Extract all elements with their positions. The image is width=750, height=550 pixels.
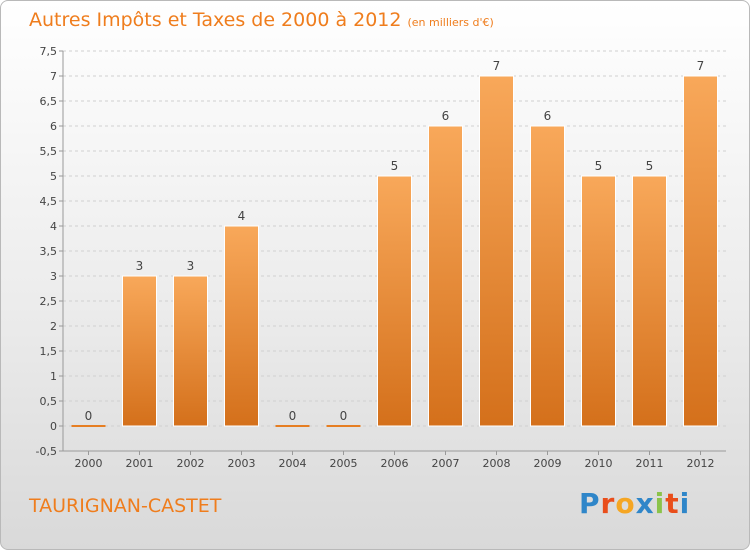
y-tick-label: 1: [50, 370, 57, 383]
chart-title: Autres Impôts et Taxes de 2000 à 2012 (en…: [29, 9, 494, 31]
y-tick-label: 2: [50, 320, 57, 333]
bar: [530, 125, 565, 427]
y-tick-label: 0,5: [40, 395, 58, 408]
y-tick-label: 6: [50, 120, 57, 133]
labels: -0,5 0 0,5 1 1,5 2 2,5 3 3,5 4 4,5 5 5,5 6 6,5 7 7,5 0 200…: [36, 45, 715, 470]
y-tick-label: -0,5: [36, 445, 57, 458]
logo-letter: P: [579, 487, 601, 520]
data-label: 7: [697, 59, 705, 73]
y-tick-label: 3: [50, 270, 57, 283]
y-tick-label: 7: [50, 70, 57, 83]
y-tick-label: 0: [50, 420, 57, 433]
axes: [59, 50, 726, 455]
bar: [428, 125, 463, 427]
y-tick-label: 7,5: [40, 45, 58, 58]
data-label: 6: [544, 109, 552, 123]
x-tick-label: 2006: [381, 457, 409, 470]
logo-letter: r: [600, 487, 616, 520]
data-label: 3: [187, 259, 195, 273]
data-label: 0: [340, 409, 348, 423]
bar: [479, 75, 514, 427]
bar: [632, 175, 667, 427]
x-tick-label: 2005: [330, 457, 358, 470]
bar: [122, 275, 157, 427]
y-tick-label: 2,5: [40, 295, 58, 308]
y-tick-label: 4,5: [40, 195, 58, 208]
data-label: 3: [136, 259, 144, 273]
data-label: 7: [493, 59, 501, 73]
proxiti-logo: Proxiti: [579, 487, 690, 520]
data-label: 5: [646, 159, 654, 173]
x-tick-label: 2002: [177, 457, 205, 470]
x-tick-label: 2000: [75, 457, 103, 470]
logo-letter: t: [665, 487, 680, 520]
x-tick-label: 2012: [687, 457, 715, 470]
x-tick-label: 2007: [432, 457, 460, 470]
y-tick-label: 3,5: [40, 245, 58, 258]
x-tick-label: 2009: [534, 457, 562, 470]
bar: [683, 75, 718, 427]
data-label: 5: [391, 159, 399, 173]
x-tick-label: 2004: [279, 457, 307, 470]
x-tick-label: 2010: [585, 457, 613, 470]
commune-name: TAURIGNAN-CASTET: [29, 495, 222, 517]
bar: [224, 225, 259, 427]
y-tick-label: 6,5: [40, 95, 58, 108]
chart-title-text: Autres Impôts et Taxes de 2000 à 2012: [29, 9, 402, 31]
data-label: 5: [595, 159, 603, 173]
data-label: 6: [442, 109, 450, 123]
y-tick-label: 4: [50, 220, 57, 233]
y-tick-label: 1,5: [40, 345, 58, 358]
data-label: 0: [85, 409, 93, 423]
y-tick-label: 5,5: [40, 145, 58, 158]
bars: [71, 75, 718, 427]
data-label: 4: [238, 209, 246, 223]
logo-letter: i: [679, 487, 691, 520]
logo-letter: x: [635, 487, 655, 520]
x-tick-label: 2008: [483, 457, 511, 470]
x-tick-label: 2011: [636, 457, 664, 470]
x-tick-label: 2003: [228, 457, 256, 470]
logo-letter: o: [615, 487, 636, 520]
y-tick-label: 5: [50, 170, 57, 183]
bar: [377, 175, 412, 427]
x-tick-label: 2001: [126, 457, 154, 470]
data-label: 0: [289, 409, 297, 423]
chart-title-unit: (en milliers d'€): [407, 16, 494, 29]
bar: [581, 175, 616, 427]
bar: [173, 275, 208, 427]
logo-letter: i: [654, 487, 666, 520]
